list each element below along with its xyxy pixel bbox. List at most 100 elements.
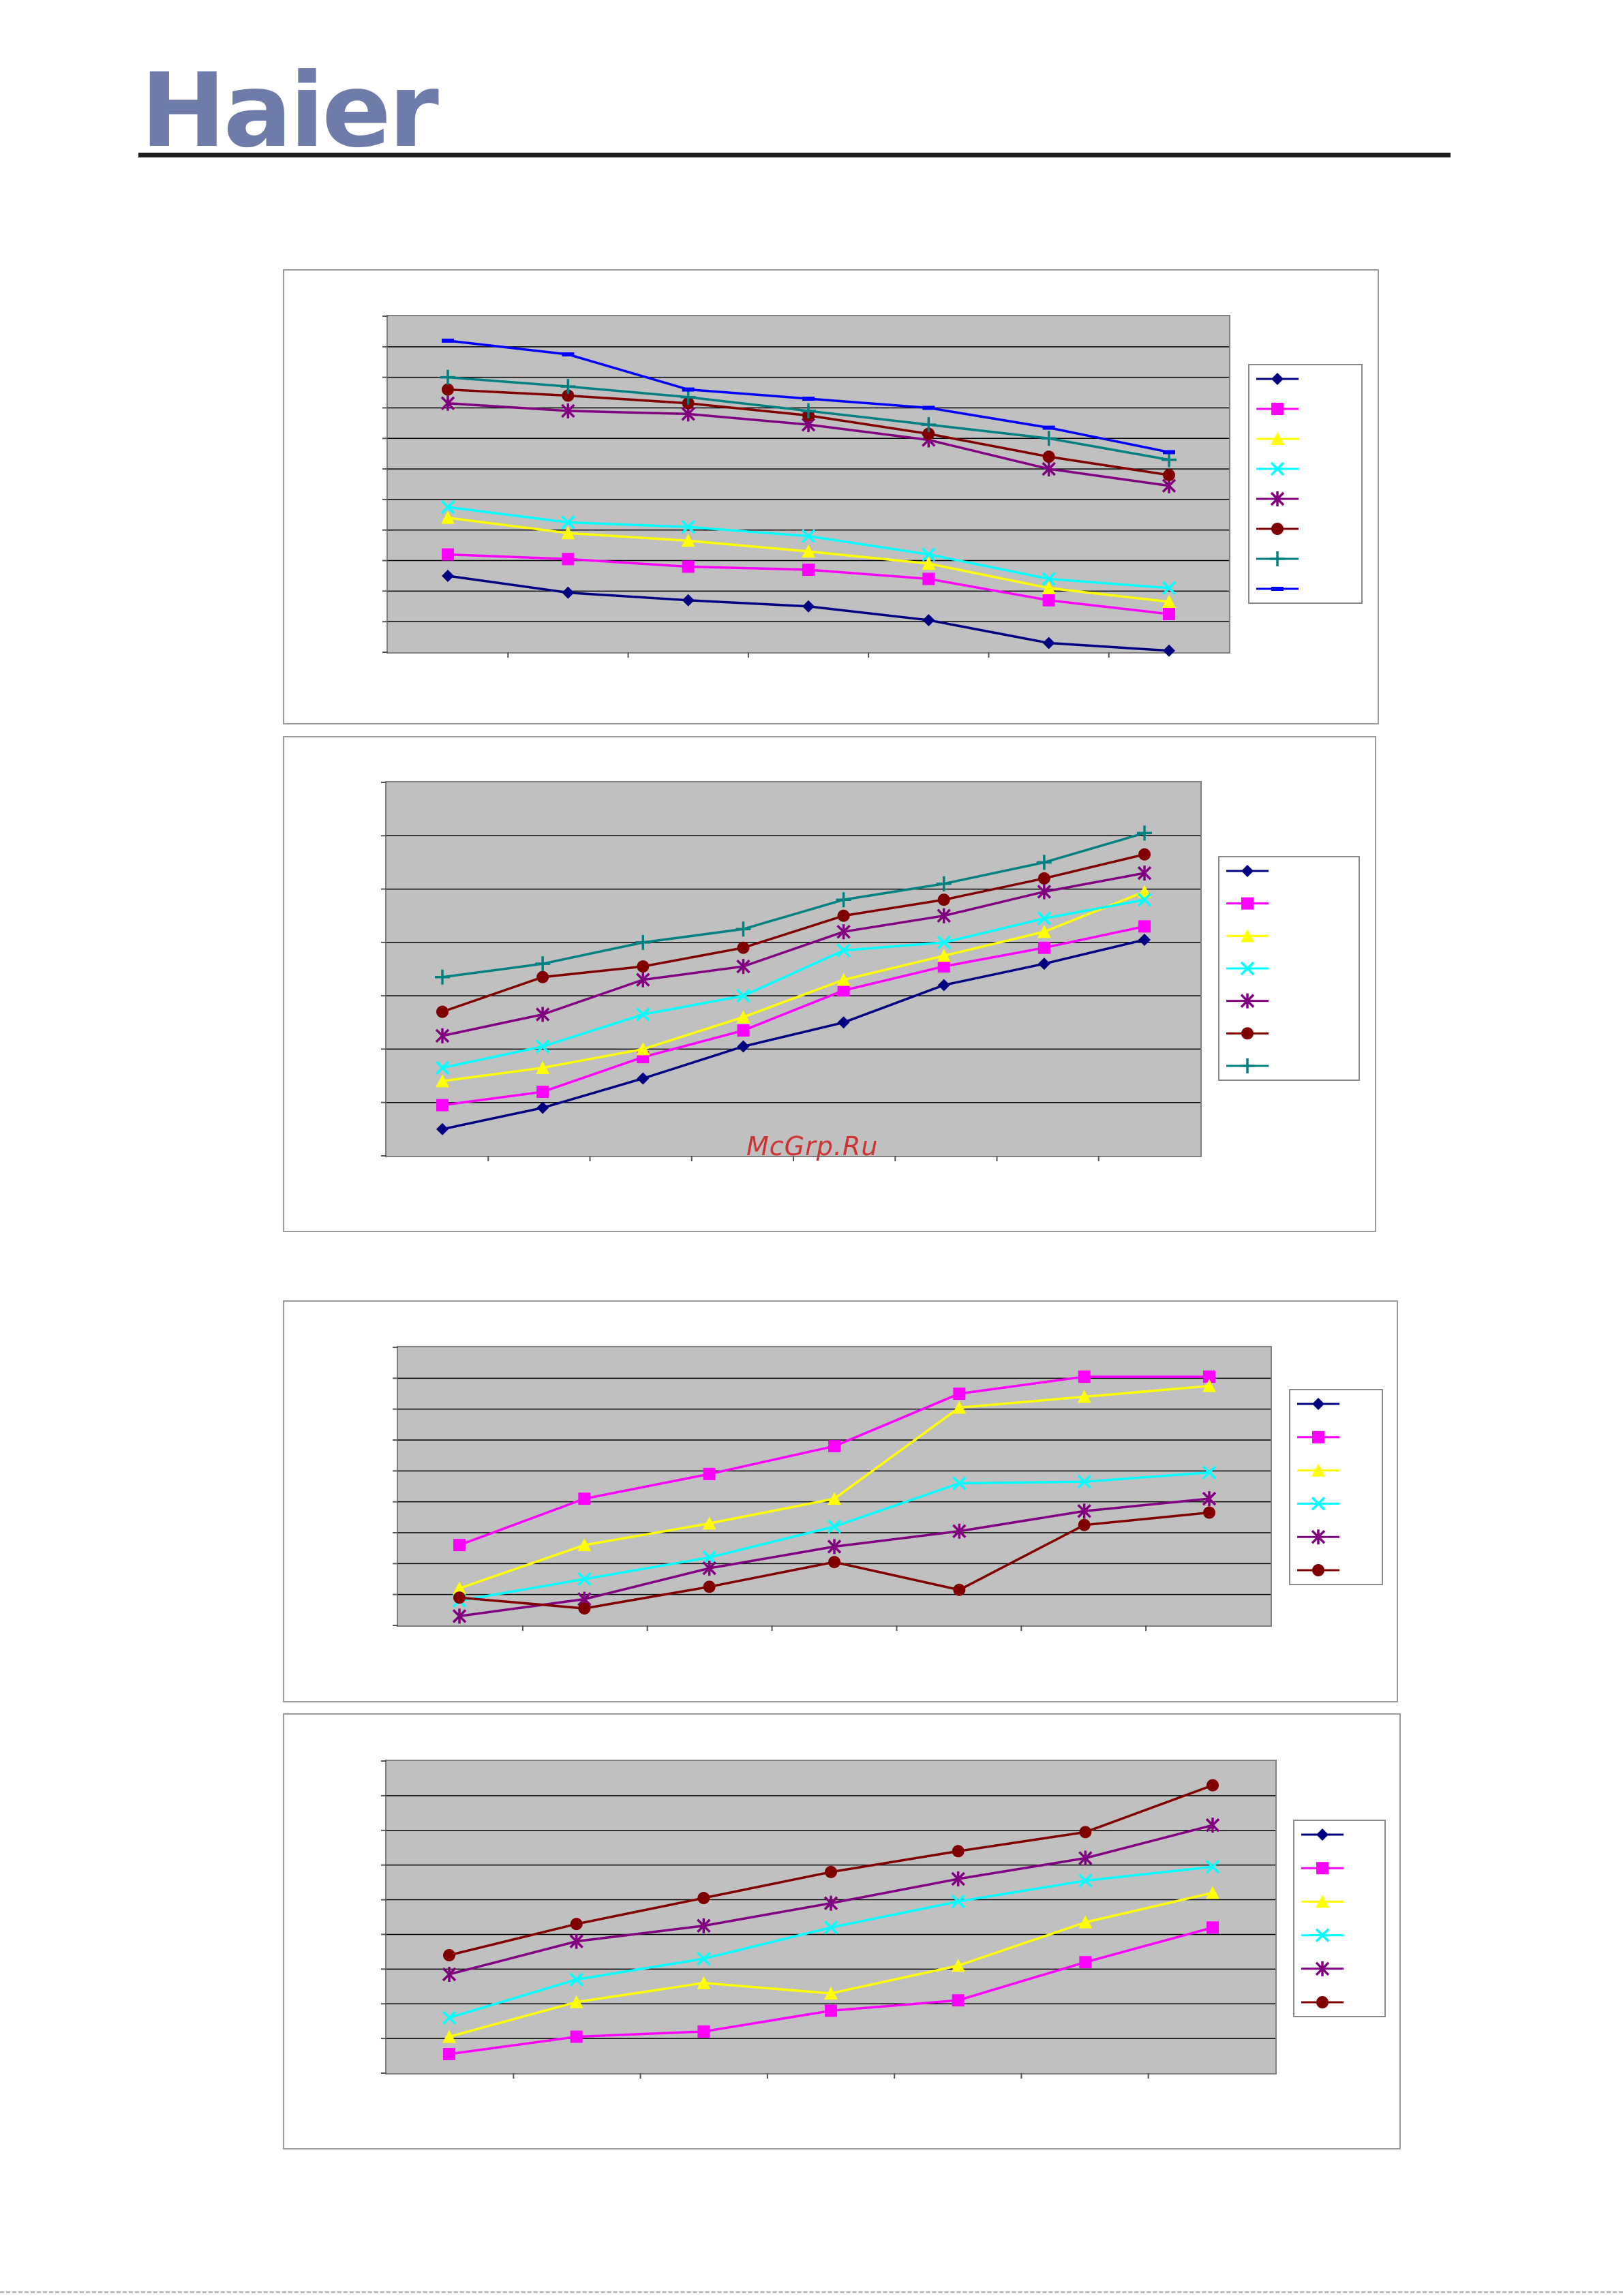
series-2 (443, 1921, 1219, 2061)
data-point (952, 1994, 965, 2007)
data-point (697, 1892, 710, 1905)
data-point (1138, 933, 1151, 946)
data-point (436, 1074, 449, 1088)
data-point (937, 908, 951, 923)
legend-key-4 (1256, 461, 1299, 476)
data-point (737, 1024, 750, 1037)
data-point (737, 941, 750, 954)
data-point (680, 389, 696, 405)
legend-marker (1241, 1027, 1254, 1040)
legend-2 (1218, 856, 1360, 1081)
data-point (1042, 581, 1056, 594)
data-point (536, 1060, 550, 1074)
series-3 (436, 885, 1151, 1088)
legend-marker (1312, 1430, 1324, 1443)
chart-3 (393, 1347, 1271, 1631)
legend-key-2 (1297, 1430, 1339, 1443)
data-point (736, 988, 750, 1003)
header-divider (138, 153, 1451, 157)
legend-marker (1311, 1497, 1326, 1511)
plot-area-2 (381, 781, 1202, 1161)
legend-marker (1312, 1398, 1324, 1410)
chart-panel-3 (283, 1300, 1398, 1702)
series-8 (442, 338, 1175, 455)
data-point (952, 1523, 967, 1539)
data-point (535, 1039, 550, 1054)
legend-marker (1311, 1463, 1325, 1477)
data-point (682, 594, 695, 607)
data-point (1203, 1371, 1215, 1383)
legend-marker (1271, 587, 1284, 591)
data-point (637, 1072, 650, 1085)
legend-key-3 (1226, 929, 1269, 943)
series-4 (442, 1859, 1220, 2025)
data-point (1079, 1956, 1092, 1969)
data-point (442, 1966, 457, 1982)
legend-4 (1293, 1820, 1386, 2017)
data-point (569, 1972, 583, 1987)
legend-marker (1240, 961, 1255, 976)
legend-key-1 (1301, 1828, 1344, 1841)
legend-3 (1289, 1389, 1383, 1585)
chart-panel-4 (283, 1713, 1401, 2149)
data-point (951, 1959, 965, 1972)
data-point (577, 1572, 592, 1587)
data-point (1163, 469, 1175, 482)
chart-1 (382, 316, 1229, 658)
data-point (1037, 884, 1052, 900)
data-point (570, 1918, 583, 1931)
data-point (1163, 607, 1175, 620)
legend-marker (1315, 1961, 1330, 1976)
legend-marker (1315, 1928, 1330, 1942)
data-point (1078, 1371, 1091, 1383)
data-point (953, 1388, 966, 1400)
data-point (442, 2010, 457, 2025)
data-point (636, 972, 650, 988)
data-point (922, 427, 935, 440)
data-point (922, 572, 935, 585)
data-point (569, 1995, 583, 2008)
series-line (442, 898, 1145, 1069)
data-point (952, 1476, 967, 1490)
data-point (936, 876, 952, 891)
legend-marker (1270, 461, 1285, 476)
data-point (937, 935, 951, 950)
data-point (1202, 1491, 1217, 1507)
series-5 (452, 1491, 1217, 1624)
data-point (636, 1007, 650, 1022)
data-point (535, 1007, 550, 1022)
data-point (953, 1583, 966, 1596)
data-point (951, 1871, 965, 1887)
data-point (828, 1440, 840, 1453)
data-point (442, 338, 454, 343)
data-point (825, 2004, 837, 2017)
data-point (827, 1539, 842, 1555)
data-point (1202, 1465, 1217, 1480)
data-point (577, 1538, 592, 1552)
data-point (828, 1556, 840, 1569)
data-point (836, 892, 851, 908)
data-point (1163, 644, 1175, 657)
legend-key-2 (1226, 897, 1269, 910)
data-point (443, 2048, 455, 2061)
data-point (1037, 911, 1052, 925)
legend-key-2 (1256, 403, 1299, 415)
legend-marker (1271, 373, 1284, 385)
data-point (536, 1086, 549, 1099)
data-point (1205, 1859, 1220, 1874)
data-point (452, 1608, 467, 1624)
data-point (561, 403, 575, 418)
data-point (937, 949, 951, 962)
data-point (1078, 1518, 1091, 1531)
data-point (441, 510, 455, 524)
data-point (801, 529, 816, 543)
legend-marker (1316, 1996, 1329, 2008)
legend-marker (1312, 1564, 1324, 1576)
data-point (1207, 1921, 1219, 1934)
plot-area-3 (393, 1346, 1272, 1631)
data-point (1137, 892, 1152, 907)
data-point (440, 395, 455, 411)
data-point (1163, 450, 1175, 455)
data-point (937, 979, 950, 992)
legend-1 (1248, 364, 1363, 604)
